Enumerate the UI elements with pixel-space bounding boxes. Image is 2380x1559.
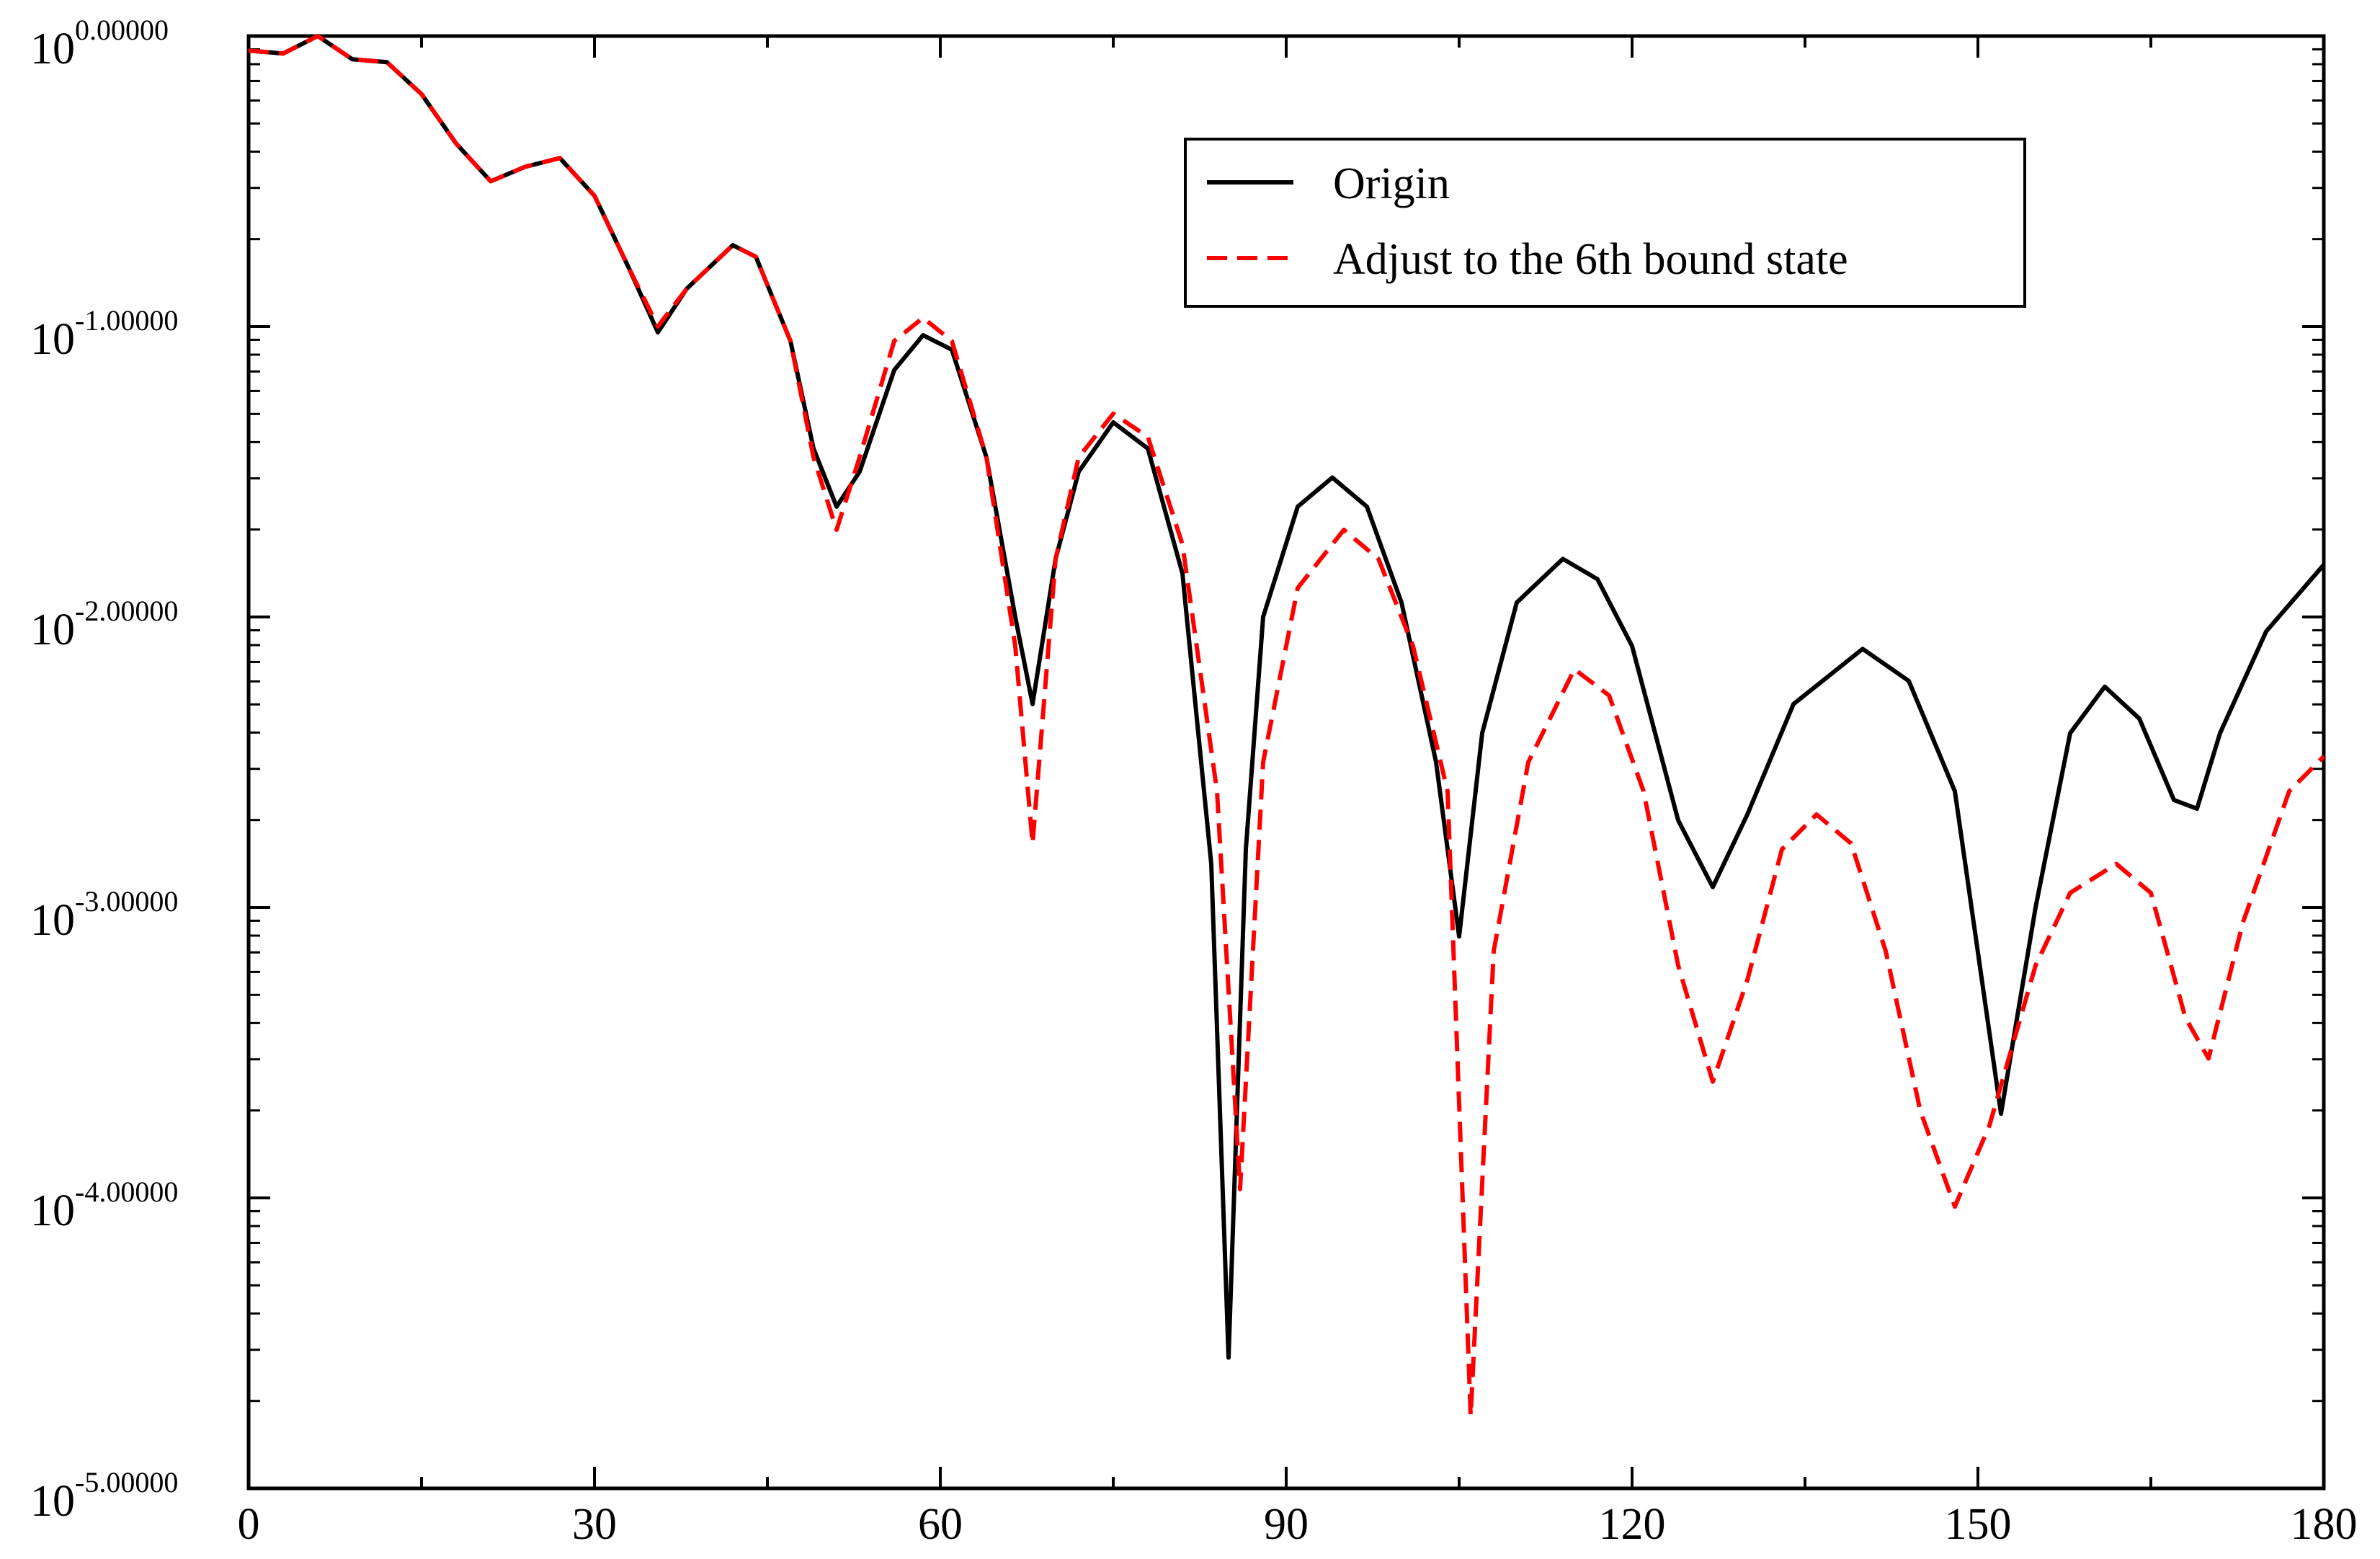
y-tick-label: 10 0.00000: [30, 14, 169, 74]
y-tick-label: 10 -5.00000: [30, 1466, 178, 1526]
y-tick-label-exponent: 0.00000: [75, 14, 169, 46]
x-tick-label: 0: [238, 1500, 260, 1549]
y-tick-label: 10 -2.00000: [30, 595, 178, 654]
y-tick-label: 10 -3.00000: [30, 885, 178, 945]
y-tick-label-exponent: -2.00000: [75, 595, 178, 627]
y-tick-label-base: 10: [30, 1477, 75, 1526]
y-tick-label-exponent: -1.00000: [75, 304, 178, 337]
tick-marks: [247, 35, 2325, 1490]
y-tick-label-base: 10: [30, 1186, 75, 1235]
x-tick-label: 90: [1264, 1500, 1309, 1549]
legend-label: Origin: [1333, 159, 1450, 208]
y-tick-label-exponent: -4.00000: [75, 1176, 178, 1208]
series-line-adjusted: [248, 34, 2326, 1418]
x-tick-labels: 0 30 60 90 120 150 180: [238, 1500, 2358, 1549]
y-tick-label-base: 10: [30, 25, 75, 74]
y-tick-label-base: 10: [30, 605, 75, 654]
legend-box: [1184, 138, 2026, 308]
y-tick-label: 10 -4.00000: [30, 1176, 178, 1235]
legend: Origin Adjust to the 6th bound state: [1184, 138, 2026, 308]
y-tick-label-base: 10: [30, 896, 75, 945]
legend-label: Adjust to the 6th bound state: [1333, 235, 1848, 284]
x-tick-label: 180: [2291, 1500, 2358, 1549]
series-lines: [248, 34, 2326, 1418]
x-tick-label: 30: [572, 1500, 617, 1549]
x-tick-label: 150: [1945, 1500, 2012, 1549]
x-tick-label: 120: [1599, 1500, 1666, 1549]
y-tick-label-exponent: -5.00000: [75, 1466, 178, 1498]
x-tick-label: 60: [918, 1500, 963, 1549]
y-tick-label-base: 10: [30, 315, 75, 364]
y-tick-label: 10 -1.00000: [30, 304, 178, 364]
y-tick-label-exponent: -3.00000: [75, 885, 178, 918]
